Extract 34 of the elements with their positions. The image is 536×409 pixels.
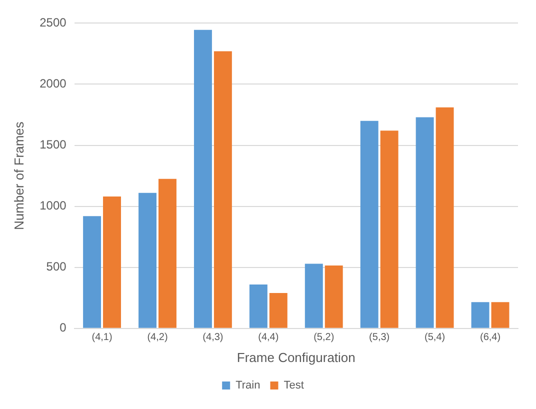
y-tick-label: 2500 xyxy=(40,16,67,30)
bar xyxy=(269,292,288,328)
x-axis-title: Frame Configuration xyxy=(236,350,356,365)
x-tick-label: (5,2) xyxy=(314,332,334,344)
x-tick-label: (4,3) xyxy=(202,332,224,344)
x-tick-label: (6,4) xyxy=(480,332,501,344)
y-tick-label: 2000 xyxy=(40,76,67,91)
y-tick-label: 500 xyxy=(46,260,67,274)
bar xyxy=(194,30,212,328)
legend-label: Test xyxy=(284,380,304,392)
bar xyxy=(436,107,454,328)
y-tick-label: 0 xyxy=(60,320,67,335)
bar xyxy=(138,192,156,328)
x-tick-label: (4,4) xyxy=(258,332,279,344)
bar xyxy=(158,178,176,328)
x-tick-label: (5,3) xyxy=(369,332,390,344)
x-tick-label: (4,2) xyxy=(147,332,168,344)
bar xyxy=(360,120,378,328)
bar xyxy=(380,130,398,328)
bar xyxy=(83,216,102,328)
bar xyxy=(416,117,434,328)
bar xyxy=(304,264,323,328)
y-tick-label: 1000 xyxy=(40,198,67,213)
y-axis-title: Number of Frames xyxy=(11,121,26,230)
bar xyxy=(491,302,510,328)
x-tick-label: (5,4) xyxy=(424,332,446,344)
bar xyxy=(103,196,121,328)
x-tick-label: (4,1) xyxy=(92,332,112,344)
bar xyxy=(214,51,232,328)
legend-label: Train xyxy=(236,380,260,392)
bar xyxy=(471,302,490,328)
bar xyxy=(249,284,268,328)
bar xyxy=(324,266,343,328)
y-tick-label: 1500 xyxy=(40,138,67,152)
